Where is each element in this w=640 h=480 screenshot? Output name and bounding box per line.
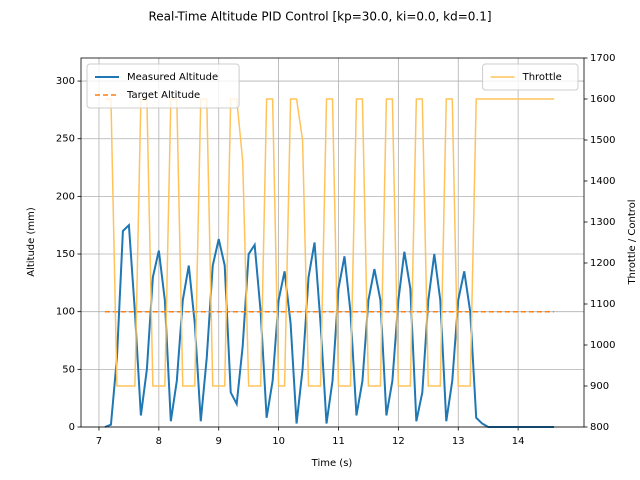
x-tick-label: 14	[512, 436, 525, 447]
x-tick-label: 11	[332, 436, 345, 447]
y2-tick-label: 1200	[590, 258, 615, 269]
x-tick-label: 9	[216, 436, 222, 447]
x-tick-label: 10	[272, 436, 285, 447]
y-tick-label: 200	[56, 191, 75, 202]
series-line	[104, 222, 555, 428]
y-tick-label: 300	[56, 76, 75, 87]
y2-tick-label: 1400	[590, 176, 615, 187]
y2-tick-label: 1000	[590, 340, 615, 351]
legend-label: Target Altitude	[126, 90, 200, 101]
y-tick-label: 0	[69, 422, 75, 433]
x-tick-label: 7	[96, 436, 102, 447]
y2-tick-label: 1100	[590, 299, 615, 310]
y2-tick-label: 1300	[590, 217, 615, 228]
y2-tick-label: 800	[590, 422, 609, 433]
x-tick-label: 8	[156, 436, 162, 447]
y2-tick-label: 900	[590, 381, 609, 392]
x-axis-label: Time (s)	[311, 458, 353, 469]
y-tick-label: 100	[56, 307, 75, 318]
legend-box	[482, 63, 579, 91]
plot-frame	[80, 57, 585, 428]
x-tick-label: 12	[392, 436, 405, 447]
chart-title: Real-Time Altitude PID Control [kp=30.0,…	[148, 10, 491, 24]
legend-label: Throttle	[522, 72, 562, 83]
y2-tick-label: 1500	[590, 135, 615, 146]
legend-label: Measured Altitude	[127, 72, 218, 83]
series-line	[104, 98, 555, 387]
y-tick-label: 250	[56, 134, 75, 145]
legend-box	[86, 63, 240, 109]
y2-axis-label: Throttle / Control	[627, 199, 638, 285]
y2-tick-label: 1700	[590, 53, 615, 64]
y-axis-label: Altitude (mm)	[26, 207, 37, 277]
y-tick-label: 150	[56, 249, 75, 260]
y-tick-label: 50	[62, 364, 75, 375]
y2-tick-label: 1600	[590, 94, 615, 105]
x-tick-label: 13	[452, 436, 465, 447]
